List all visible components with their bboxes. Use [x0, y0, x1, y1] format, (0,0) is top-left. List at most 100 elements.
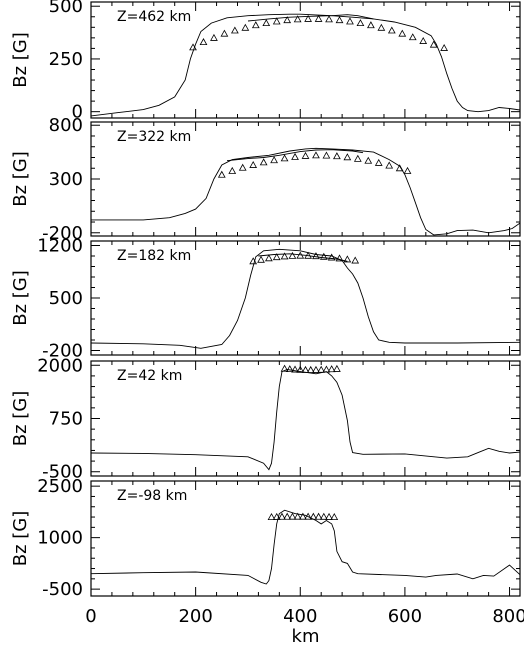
triangle-marker	[278, 512, 286, 520]
triangle-marker	[325, 15, 333, 23]
triangle-marker	[304, 251, 312, 259]
triangle-marker	[317, 365, 326, 373]
triangle-marker	[395, 164, 404, 172]
series-line	[91, 369, 520, 471]
triangle-marker	[314, 14, 323, 22]
triangle-marker	[351, 256, 360, 264]
triangle-marker	[283, 512, 292, 520]
triangle-marker	[319, 252, 328, 260]
y-tick-label: 1000	[37, 528, 83, 549]
triangle-marker	[319, 512, 328, 520]
triangle-marker	[312, 252, 320, 260]
triangle-marker	[199, 38, 208, 46]
triangle-marker	[251, 21, 260, 29]
triangle-marker	[419, 36, 428, 44]
y-tick-label: 1200	[37, 236, 83, 257]
triangle-marker	[285, 365, 294, 373]
triangle-marker	[296, 251, 305, 259]
panel-1: 0 250 500 Bz [G] Z=462 km	[10, 0, 521, 123]
triangle-marker	[283, 16, 292, 24]
y-axis-title: Bz [G]	[10, 151, 31, 207]
triangle-marker	[249, 257, 258, 265]
y-tick-label: 500	[49, 0, 83, 17]
triangle-marker	[270, 156, 278, 164]
panel-frame	[90, 1, 521, 119]
triangle-marker	[335, 254, 344, 262]
triangle-marker	[343, 153, 352, 161]
triangle-marker	[272, 512, 281, 520]
y-axis-title: Bz [G]	[10, 511, 31, 567]
triangle-marker	[306, 365, 315, 373]
x-tick-label: 600	[388, 606, 422, 627]
triangle-marker	[262, 19, 271, 27]
y-tick-label: 500	[49, 288, 83, 309]
triangle-marker	[228, 166, 237, 174]
triangle-marker	[353, 154, 362, 162]
y-tick-label: 750	[49, 409, 83, 430]
triangle-marker	[249, 160, 258, 168]
triangle-marker	[272, 17, 281, 25]
series-line	[91, 509, 520, 585]
triangle-marker	[288, 251, 297, 259]
triangle-marker	[272, 253, 281, 261]
triangle-marker	[210, 33, 218, 41]
x-tick-label: 800	[492, 606, 524, 627]
triangle-marker	[304, 512, 312, 520]
triangle-marker	[291, 365, 299, 373]
triangle-marker	[312, 365, 320, 373]
triangle-marker	[398, 29, 407, 37]
triangle-marker	[288, 512, 297, 520]
triangle-marker	[238, 163, 247, 171]
triangle-marker	[364, 156, 373, 164]
y-tick-label: 250	[49, 49, 83, 70]
triangle-marker	[327, 253, 336, 261]
triangle-marker	[217, 170, 226, 178]
panel-annotation: Z=322 km	[117, 129, 191, 145]
triangle-marker	[333, 152, 341, 160]
panel-annotation: Z=462 km	[117, 9, 191, 25]
panel-3: -200 500 1200 Bz [G] Z=182 km	[10, 236, 521, 362]
y-axis-title: Bz [G]	[10, 391, 31, 447]
triangle-marker	[346, 17, 354, 25]
triangle-marker	[335, 16, 344, 24]
triangle-marker	[327, 365, 336, 373]
panel-2: -200 300 800 Bz [G] Z=322 km	[10, 115, 521, 244]
y-tick-label: 0	[72, 102, 83, 123]
triangle-marker	[385, 161, 394, 169]
triangle-marker	[299, 512, 307, 520]
triangle-marker	[189, 43, 197, 51]
triangle-marker	[293, 512, 302, 520]
x-tick-label: 200	[178, 606, 212, 627]
triangle-marker	[367, 21, 375, 29]
triangle-marker	[267, 513, 276, 521]
panel-annotation: Z=42 km	[117, 368, 182, 384]
panel-annotation: Z=-98 km	[117, 488, 187, 504]
triangle-marker	[322, 151, 331, 159]
triangle-marker	[356, 19, 365, 27]
y-axis-title: Bz [G]	[10, 32, 31, 88]
x-tick-label: 0	[85, 606, 96, 627]
triangle-marker	[429, 40, 438, 48]
triangle-marker	[280, 154, 289, 162]
triangle-marker	[293, 15, 302, 23]
triangle-marker	[220, 29, 229, 37]
series-line	[91, 147, 520, 236]
x-axis-title: km	[292, 626, 320, 647]
triangle-marker	[264, 254, 273, 262]
triangle-marker	[259, 158, 268, 166]
triangle-marker	[230, 26, 239, 34]
panel-frame	[90, 480, 521, 597]
triangle-marker	[325, 512, 333, 520]
y-tick-label: 800	[49, 115, 83, 136]
series-line	[91, 13, 520, 117]
x-tick-label: 400	[283, 606, 317, 627]
triangle-marker	[330, 513, 339, 521]
triangle-marker	[343, 255, 352, 263]
triangle-marker	[374, 158, 383, 166]
triangle-marker	[304, 14, 312, 22]
triangle-marker	[377, 23, 386, 31]
triangle-marker	[312, 151, 320, 159]
series-line	[247, 14, 374, 22]
panel-4: -500 750 2000 Bz [G] Z=42 km	[10, 355, 521, 483]
